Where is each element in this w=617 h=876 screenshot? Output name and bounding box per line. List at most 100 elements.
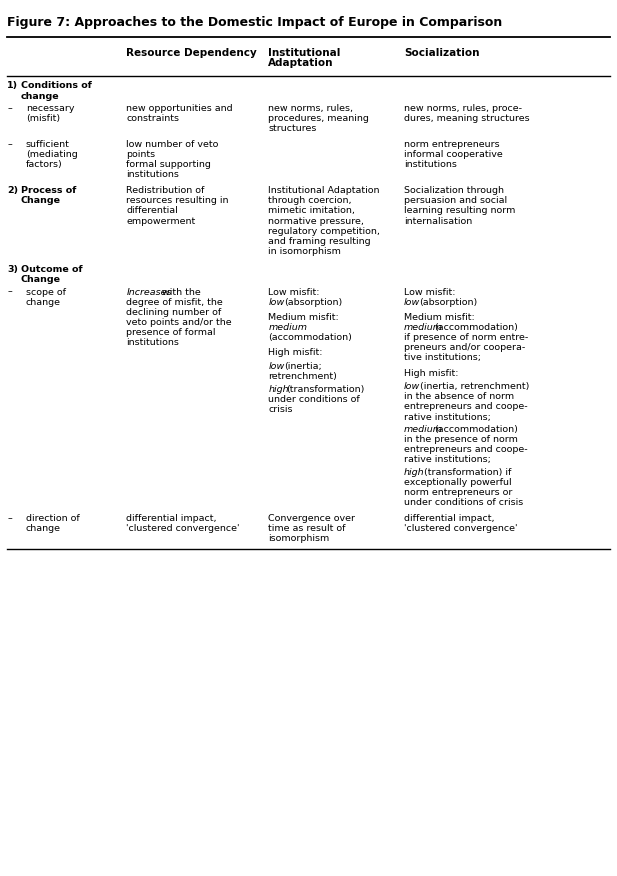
- Text: norm entrepreneurs: norm entrepreneurs: [404, 139, 500, 149]
- Text: 2): 2): [7, 187, 19, 195]
- Text: through coercion,: through coercion,: [268, 196, 352, 205]
- Text: Low misfit:: Low misfit:: [268, 287, 320, 296]
- Text: norm entrepreneurs or: norm entrepreneurs or: [404, 488, 513, 498]
- Text: Adaptation: Adaptation: [268, 59, 334, 68]
- Text: 'clustered convergence': 'clustered convergence': [404, 524, 518, 533]
- Text: entrepreneurs and coope-: entrepreneurs and coope-: [404, 445, 528, 455]
- Text: internalisation: internalisation: [404, 216, 473, 225]
- Text: in the absence of norm: in the absence of norm: [404, 392, 514, 401]
- Text: sufficient: sufficient: [26, 139, 70, 149]
- Text: learning resulting norm: learning resulting norm: [404, 207, 516, 215]
- Text: (inertia, retrenchment): (inertia, retrenchment): [420, 382, 529, 392]
- Text: Convergence over: Convergence over: [268, 513, 355, 523]
- Text: Process of: Process of: [21, 187, 77, 195]
- Text: declining number of: declining number of: [126, 307, 222, 316]
- Text: high: high: [404, 468, 424, 477]
- Text: –: –: [7, 104, 12, 113]
- Text: Socialization: Socialization: [404, 48, 479, 58]
- Text: veto points and/or the: veto points and/or the: [126, 318, 232, 327]
- Text: retrenchment): retrenchment): [268, 372, 337, 381]
- Text: Socialization through: Socialization through: [404, 187, 504, 195]
- Text: exceptionally powerful: exceptionally powerful: [404, 478, 511, 487]
- Text: in the presence of norm: in the presence of norm: [404, 435, 518, 444]
- Text: procedures, meaning: procedures, meaning: [268, 115, 369, 124]
- Text: with the: with the: [159, 287, 201, 296]
- Text: empowerment: empowerment: [126, 216, 196, 225]
- Text: Outcome of: Outcome of: [21, 265, 83, 273]
- Text: if presence of norm entre-: if presence of norm entre-: [404, 333, 528, 342]
- Text: Conditions of: Conditions of: [21, 81, 92, 90]
- Text: Figure 7: Approaches to the Domestic Impact of Europe in Comparison: Figure 7: Approaches to the Domestic Imp…: [7, 16, 503, 29]
- Text: regulatory competition,: regulatory competition,: [268, 227, 380, 236]
- Text: (accommodation): (accommodation): [434, 323, 518, 332]
- Text: degree of misfit, the: degree of misfit, the: [126, 298, 223, 307]
- Text: new norms, rules, proce-: new norms, rules, proce-: [404, 104, 522, 113]
- Text: under conditions of crisis: under conditions of crisis: [404, 498, 523, 507]
- Text: scope of: scope of: [26, 287, 66, 296]
- Text: low: low: [404, 298, 420, 307]
- Text: –: –: [7, 139, 12, 149]
- Text: 3): 3): [7, 265, 19, 273]
- Text: differential: differential: [126, 207, 178, 215]
- Text: change: change: [21, 91, 60, 101]
- Text: and framing resulting: and framing resulting: [268, 237, 371, 245]
- Text: crisis: crisis: [268, 405, 293, 414]
- Text: preneurs and/or coopera-: preneurs and/or coopera-: [404, 343, 526, 352]
- Text: 1): 1): [7, 81, 19, 90]
- Text: High misfit:: High misfit:: [404, 369, 458, 378]
- Text: (absorption): (absorption): [284, 298, 342, 307]
- Text: dures, meaning structures: dures, meaning structures: [404, 115, 530, 124]
- Text: (inertia;: (inertia;: [284, 362, 321, 371]
- Text: differential impact,: differential impact,: [404, 513, 495, 523]
- Text: medium: medium: [404, 323, 443, 332]
- Text: presence of formal: presence of formal: [126, 328, 216, 336]
- Text: formal supporting: formal supporting: [126, 159, 212, 169]
- Text: (absorption): (absorption): [420, 298, 478, 307]
- Text: Low misfit:: Low misfit:: [404, 287, 455, 296]
- Text: structures: structures: [268, 124, 317, 133]
- Text: Increases: Increases: [126, 287, 172, 296]
- Text: Redistribution of: Redistribution of: [126, 187, 205, 195]
- Text: entrepreneurs and coope-: entrepreneurs and coope-: [404, 402, 528, 412]
- Text: Institutional Adaptation: Institutional Adaptation: [268, 187, 380, 195]
- Text: institutions: institutions: [126, 338, 180, 347]
- Text: –: –: [7, 287, 12, 296]
- Text: Medium misfit:: Medium misfit:: [268, 313, 339, 321]
- Text: tive institutions;: tive institutions;: [404, 353, 481, 362]
- Text: low: low: [268, 362, 284, 371]
- Text: (accommodation): (accommodation): [268, 333, 352, 342]
- Text: (accommodation): (accommodation): [434, 425, 518, 434]
- Text: (mediating: (mediating: [26, 150, 78, 159]
- Text: mimetic imitation,: mimetic imitation,: [268, 207, 355, 215]
- Text: (transformation) if: (transformation) if: [424, 468, 511, 477]
- Text: Institutional: Institutional: [268, 48, 341, 58]
- Text: high: high: [268, 385, 289, 394]
- Text: points: points: [126, 150, 155, 159]
- Text: constraints: constraints: [126, 115, 180, 124]
- Text: in isomorphism: in isomorphism: [268, 247, 341, 256]
- Text: persuasion and social: persuasion and social: [404, 196, 507, 205]
- Text: factors): factors): [26, 159, 63, 169]
- Text: new norms, rules,: new norms, rules,: [268, 104, 354, 113]
- Text: time as result of: time as result of: [268, 524, 346, 533]
- Text: isomorphism: isomorphism: [268, 533, 329, 543]
- Text: Change: Change: [21, 196, 61, 205]
- Text: institutions: institutions: [126, 170, 180, 179]
- Text: low: low: [404, 382, 420, 392]
- Text: resources resulting in: resources resulting in: [126, 196, 229, 205]
- Text: Change: Change: [21, 275, 61, 284]
- Text: rative institutions;: rative institutions;: [404, 413, 491, 421]
- Text: differential impact,: differential impact,: [126, 513, 217, 523]
- Text: institutions: institutions: [404, 159, 457, 169]
- Text: low: low: [268, 298, 284, 307]
- Text: medium: medium: [268, 323, 307, 332]
- Text: normative pressure,: normative pressure,: [268, 216, 364, 225]
- Text: low number of veto: low number of veto: [126, 139, 219, 149]
- Text: informal cooperative: informal cooperative: [404, 150, 503, 159]
- Text: Resource Dependency: Resource Dependency: [126, 48, 257, 58]
- Text: change: change: [26, 524, 61, 533]
- Text: medium: medium: [404, 425, 443, 434]
- Text: Medium misfit:: Medium misfit:: [404, 313, 475, 321]
- Text: (misfit): (misfit): [26, 115, 60, 124]
- Text: 'clustered convergence': 'clustered convergence': [126, 524, 240, 533]
